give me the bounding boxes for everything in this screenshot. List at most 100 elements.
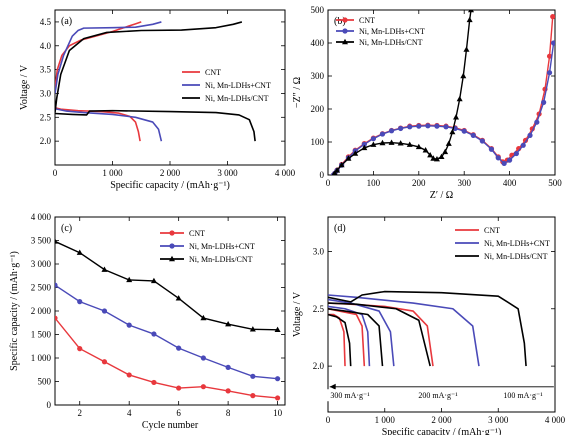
- legend-label: CNT: [205, 68, 221, 77]
- y-axis-label: −Z″ / Ω: [292, 77, 303, 108]
- series-LDH_on_CNT: [55, 21, 256, 142]
- series-CNT: [55, 315, 281, 401]
- y-tick-label: 300: [311, 71, 325, 81]
- legend-marker: [169, 255, 175, 262]
- y-tick-label: 3.5: [40, 65, 52, 75]
- panel-a: 0 1 000 2 000 3 000 4 000 2.0 2.5 3.0 3.5 4.0 4.5 S…: [19, 9, 296, 191]
- data-point: [479, 138, 485, 144]
- series-curve: [55, 21, 243, 113]
- data-point: [77, 299, 83, 305]
- data-point: [434, 123, 440, 129]
- y-tick-label: 0: [320, 170, 325, 180]
- data-point: [406, 141, 413, 147]
- y-axis-label: Voltage / V: [19, 64, 30, 110]
- legend-marker: [169, 243, 175, 249]
- data-point: [425, 123, 431, 129]
- x-tick-label: 200: [412, 178, 426, 188]
- panel-label: (c): [61, 223, 72, 234]
- data-point: [488, 146, 495, 152]
- data-point: [507, 157, 513, 163]
- y-tick-label: 400: [311, 38, 325, 48]
- x-tick-label: 0: [326, 415, 331, 425]
- data-point: [407, 124, 413, 130]
- legend: CNT Ni, Mn-LDHs+CNT Ni, Mn-LDHs/CNT: [455, 226, 550, 261]
- legend-label: Ni, Mn-LDHs+CNT: [205, 81, 271, 90]
- y-tick-label: 2.5: [40, 112, 52, 122]
- plot-area: [328, 290, 527, 367]
- panel-label: (d): [334, 223, 346, 234]
- data-point: [150, 277, 157, 284]
- data-point: [546, 70, 553, 76]
- series-curve: [328, 307, 384, 367]
- panel-d: 0 1 000 2 000 3 000 4 000 2.0 2.5 3.0 Specific c…: [292, 216, 566, 435]
- legend-marker: [169, 230, 175, 236]
- data-point: [250, 373, 256, 379]
- data-point: [463, 46, 470, 52]
- data-point: [388, 139, 395, 145]
- series-curve: [328, 302, 431, 367]
- y-tick-label: 3 000: [31, 259, 52, 269]
- data-point: [274, 326, 281, 332]
- data-point: [460, 72, 467, 79]
- series-line: [55, 317, 278, 399]
- data-point: [274, 395, 281, 401]
- data-point: [453, 114, 460, 120]
- data-point: [416, 123, 422, 129]
- x-axis-label: Specific capacity / (mAh·g⁻¹): [382, 427, 502, 435]
- plot-frame: [327, 9, 556, 176]
- legend-label: Ni, Mn-LDHs/CNT: [189, 255, 253, 264]
- series-LDH_CNT: [55, 282, 281, 382]
- series-curve: [328, 307, 366, 367]
- plot-area: [55, 21, 256, 142]
- data-point: [398, 125, 404, 132]
- plot-area: [330, 10, 555, 175]
- data-point: [388, 128, 395, 134]
- annotation-bg: [410, 389, 466, 402]
- data-point: [338, 161, 345, 168]
- data-point: [274, 376, 281, 382]
- data-point: [176, 385, 182, 391]
- legend-label: Ni, Mn-LDHs+CNT: [359, 27, 425, 36]
- series-line: [55, 284, 278, 380]
- data-point: [370, 136, 376, 142]
- plot-area: [55, 238, 281, 401]
- data-point: [520, 142, 526, 148]
- series-curve: [328, 305, 371, 367]
- y-tick-label: 500: [38, 377, 52, 387]
- data-point: [551, 40, 555, 46]
- y-tick-label: 4 000: [31, 212, 52, 222]
- data-point: [200, 314, 207, 321]
- data-point: [438, 153, 445, 160]
- y-tick-label: 1 500: [31, 330, 52, 340]
- data-point: [225, 364, 231, 370]
- data-point: [534, 119, 540, 125]
- series-LDH_on_CNT: [331, 10, 475, 175]
- legend-label: CNT: [189, 229, 205, 238]
- panel-label: (b): [334, 16, 346, 27]
- data-point: [200, 384, 206, 390]
- data-point: [176, 345, 182, 351]
- data-point: [126, 276, 133, 283]
- annotation-bg: [322, 389, 378, 402]
- data-point: [151, 379, 157, 386]
- data-point: [334, 167, 341, 173]
- x-tick-label: 100: [367, 178, 381, 188]
- data-point: [55, 282, 58, 288]
- series-curve: [55, 21, 162, 94]
- data-point: [461, 128, 467, 134]
- x-tick-label: 4 000: [545, 415, 566, 425]
- y-axis-label: Voltage / V: [292, 291, 303, 337]
- data-point: [466, 16, 473, 23]
- data-point: [249, 326, 256, 332]
- rate-annotation: 300 mA·g⁻¹: [330, 391, 370, 400]
- data-point: [175, 295, 182, 301]
- data-point: [456, 95, 463, 102]
- x-tick-label: 1 000: [375, 415, 396, 425]
- series-LDH_CNT: [328, 294, 480, 367]
- y-tick-label: 2 000: [31, 306, 52, 316]
- legend-marker: [342, 38, 348, 45]
- series-curve: [328, 294, 480, 367]
- x-tick-label: 300: [457, 178, 471, 188]
- series-LDH_on_CNT: [328, 290, 527, 367]
- data-point: [225, 320, 232, 327]
